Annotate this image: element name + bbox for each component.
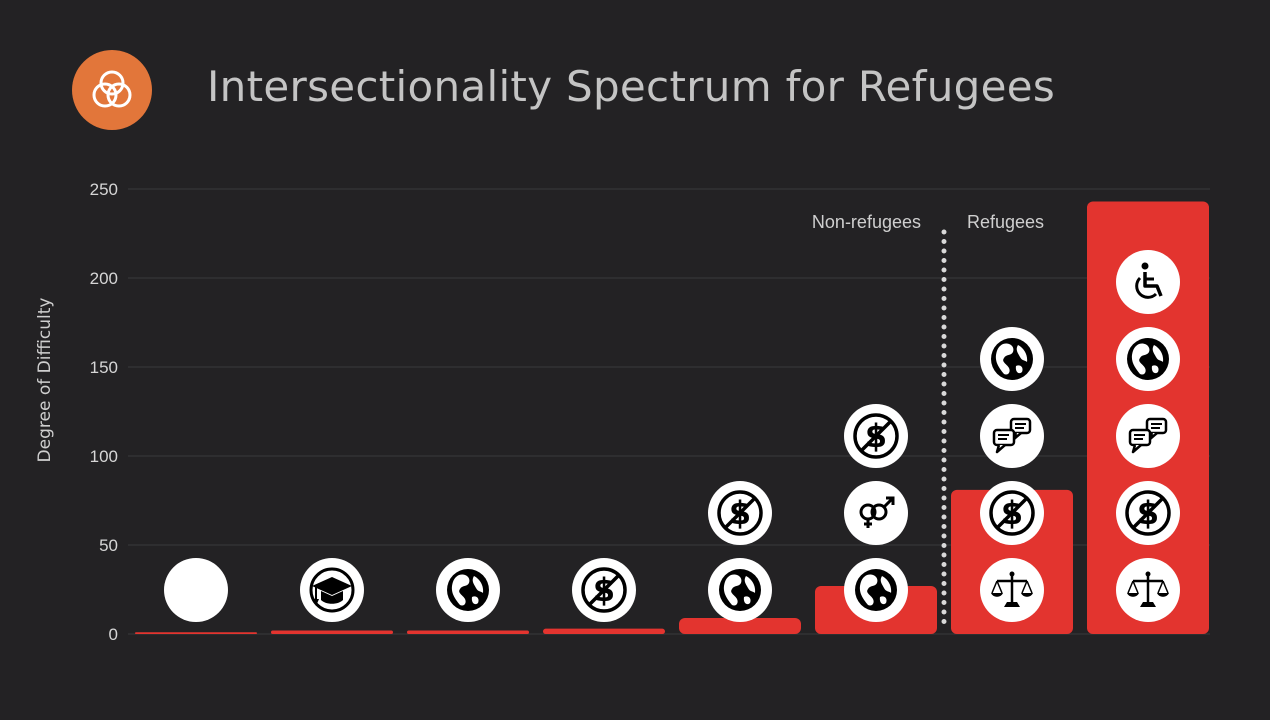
bar <box>271 630 393 634</box>
gender-symbols-icon <box>844 481 908 545</box>
graduation-cap-icon <box>300 558 364 622</box>
y-tick-label: 100 <box>90 447 118 466</box>
justice-scales-icon <box>980 558 1044 622</box>
icon-layer: $ $ $ $ $ <box>164 250 1180 622</box>
venn-diagram-icon <box>92 70 132 108</box>
speech-bubbles-icon <box>1116 404 1180 468</box>
non-refugees-label: Non-refugees <box>812 212 921 232</box>
bar-layer <box>135 201 1209 634</box>
globe-icon <box>708 558 772 622</box>
y-tick-label: 150 <box>90 358 118 377</box>
logo-badge <box>72 50 152 130</box>
globe-icon <box>980 327 1044 391</box>
y-tick-label: 0 <box>109 625 118 644</box>
wheelchair-icon <box>1116 250 1180 314</box>
y-tick-label: 250 <box>90 180 118 199</box>
page-title: Intersectionality Spectrum for Refugees <box>207 62 1056 111</box>
refugees-label: Refugees <box>967 212 1044 232</box>
bar <box>407 630 529 634</box>
globe-icon <box>1116 327 1180 391</box>
y-tick-label: 50 <box>99 536 118 555</box>
speech-bubbles-icon <box>980 404 1044 468</box>
no-money-icon: $ <box>708 481 772 545</box>
justice-scales-icon <box>1116 558 1180 622</box>
bar <box>679 617 801 634</box>
globe-icon <box>844 558 908 622</box>
annotation-layer: Non-refugees Refugees <box>812 212 1044 633</box>
bar <box>135 632 257 634</box>
no-money-icon: $ <box>844 404 908 468</box>
no-money-icon: $ <box>1116 481 1180 545</box>
y-tick-label: 200 <box>90 269 118 288</box>
y-axis-label: Degree of Difficulty <box>35 298 55 463</box>
blank-icon <box>164 558 228 622</box>
bar <box>543 628 665 634</box>
no-money-icon: $ <box>980 481 1044 545</box>
no-money-icon: $ <box>572 558 636 622</box>
globe-icon <box>436 558 500 622</box>
